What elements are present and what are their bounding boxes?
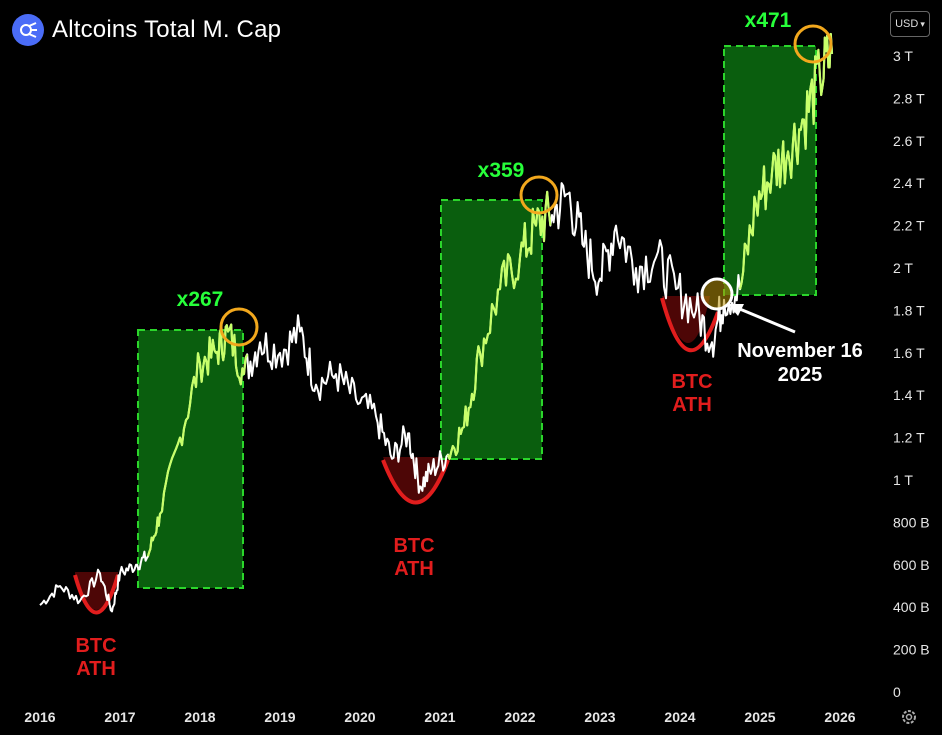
callout-date-line2: 2025 — [778, 364, 823, 386]
callout-arrowhead — [728, 304, 744, 316]
chart-header: Altcoins Total M. Cap — [12, 14, 281, 46]
x-tick-label: 2019 — [264, 709, 295, 725]
y-tick-label: 1.8 T — [893, 302, 925, 318]
x-tick-label: 2021 — [424, 709, 455, 725]
peak-circle-2022 — [519, 175, 559, 215]
green-box-2025 — [723, 45, 817, 296]
multiplier-label-3: x471 — [745, 9, 792, 32]
btc-label-2: BTC — [393, 535, 434, 557]
y-tick-label: 200 B — [893, 642, 930, 658]
peak-circle-2026 — [793, 24, 833, 64]
x-tick-label: 2016 — [24, 709, 55, 725]
y-tick-label: 3 T — [893, 48, 913, 64]
y-tick-label: 400 B — [893, 599, 930, 615]
x-tick-label: 2020 — [344, 709, 375, 725]
price-line-highlight — [146, 32, 834, 557]
chevron-down-icon: ▾ — [920, 18, 925, 29]
x-tick-label: 2023 — [584, 709, 615, 725]
y-tick-label: 800 B — [893, 514, 930, 530]
y-tick-label: 1.6 T — [893, 345, 925, 361]
callout-date-line1: November 16 — [737, 340, 863, 362]
x-tick-label: 2026 — [824, 709, 855, 725]
x-tick-label: 2024 — [664, 709, 695, 725]
multiplier-label-1: x267 — [177, 288, 224, 311]
y-axis-labels: 0 200 B 400 B 600 B 800 B 1 T 1.2 T 1.4 T 1.6 T 1… — [893, 48, 930, 700]
y-tick-label: 600 B — [893, 557, 930, 573]
currency-label: USD — [895, 18, 919, 30]
y-tick-label: 1.2 T — [893, 430, 925, 446]
y-tick-label: 2.4 T — [893, 175, 925, 191]
y-tick-label: 0 — [893, 684, 901, 700]
x-tick-label: 2017 — [104, 709, 135, 725]
callout-arrow — [734, 305, 796, 334]
btc-label-1: BTC — [75, 635, 116, 657]
btc-label-3: BTC — [671, 371, 712, 393]
green-box-2017 — [137, 329, 244, 589]
peak-circle-2018 — [219, 307, 259, 347]
currency-selector[interactable]: USD ▾ — [890, 11, 930, 37]
multiplier-label-2: x359 — [478, 159, 525, 182]
y-tick-label: 2 T — [893, 260, 913, 276]
y-tick-label: 1.4 T — [893, 387, 925, 403]
y-tick-label: 2.8 T — [893, 90, 925, 106]
settings-gear-icon[interactable] — [900, 708, 918, 731]
x-tick-label: 2025 — [744, 709, 775, 725]
ath-label-1: ATH — [76, 658, 116, 680]
y-tick-label: 2.2 T — [893, 218, 925, 234]
x-tick-label: 2018 — [184, 709, 215, 725]
green-box-2021 — [440, 199, 543, 460]
y-tick-label: 1 T — [893, 472, 913, 488]
current-circle — [700, 277, 734, 311]
chart-title: Altcoins Total M. Cap — [52, 16, 282, 43]
ath-label-2: ATH — [394, 558, 434, 580]
y-tick-label: 2.6 T — [893, 133, 925, 149]
x-tick-label: 2022 — [504, 709, 535, 725]
x-axis-labels: 2016 2017 2018 2019 2020 2021 2022 2023 2024 2025… — [24, 709, 855, 725]
altcoins-logo-icon — [12, 14, 44, 46]
ath-label-3: ATH — [672, 394, 712, 416]
